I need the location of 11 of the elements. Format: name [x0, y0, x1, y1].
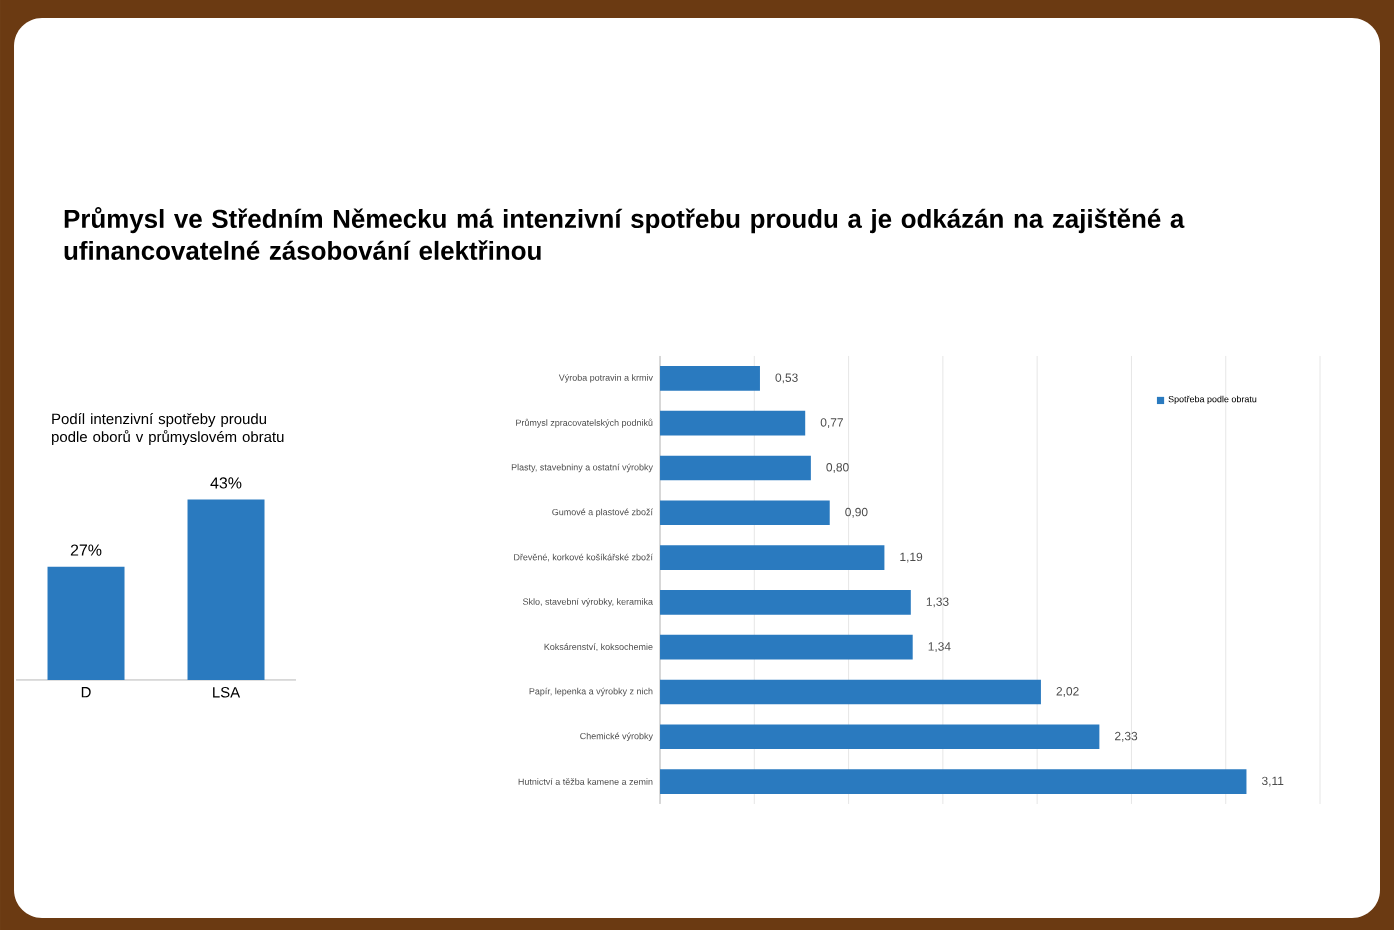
bar: [660, 634, 913, 660]
bar: [660, 769, 1247, 794]
bar: [660, 410, 806, 436]
bar: [660, 545, 885, 570]
bar: [660, 679, 1041, 705]
bar: [660, 500, 830, 526]
bar: [660, 724, 1100, 750]
bar: [660, 366, 760, 391]
bar: [660, 455, 811, 481]
text: Průmysl ve Středním Německu má intenzivní spotřebu proudu a je odkázán na zajištěné a ufinancovatelné zásobování elektřinou: [64, 207, 1185, 260]
bar: [660, 590, 911, 615]
